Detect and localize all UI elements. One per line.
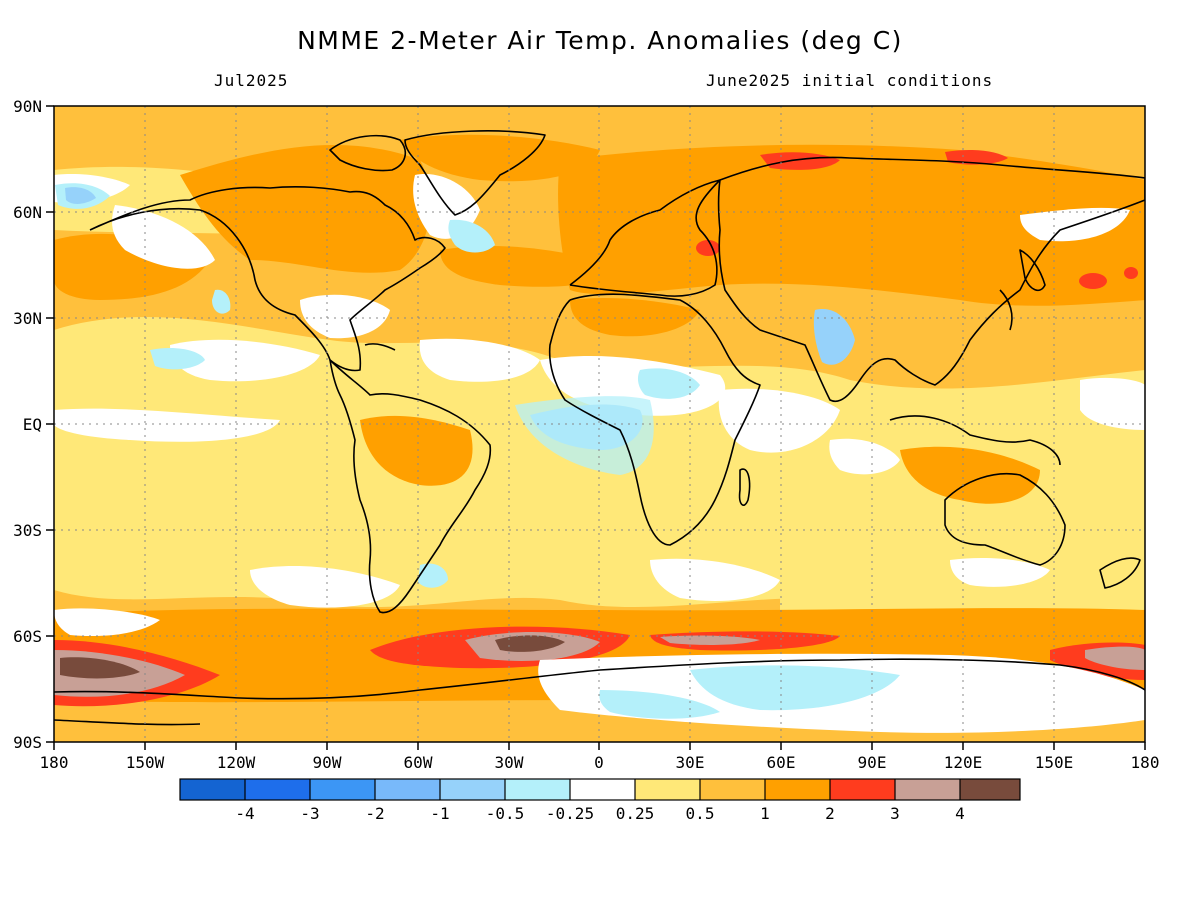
lon-label: 90W [313,753,342,772]
colorbar-swatch [570,779,635,800]
lat-label: 90S [13,733,42,752]
lat-label: 30S [13,521,42,540]
map-title: NMME 2-Meter Air Temp. Anomalies (deg C) [297,26,903,55]
lon-label: 150W [126,753,165,772]
colorbar-swatch [960,779,1020,800]
valid-month-label: Jul2025 [214,71,289,90]
colorbar-label: -4 [235,804,254,823]
graticule [54,106,1145,742]
initial-conditions-label: June2025 initial conditions [706,71,994,90]
colorbar-swatch [440,779,505,800]
colorbar-label: 1 [760,804,770,823]
colorbar-label: 3 [890,804,900,823]
colorbar-swatch [245,779,310,800]
colorbar-label: 2 [825,804,835,823]
colorbar-label: -0.25 [546,804,594,823]
lat-label: EQ [23,415,42,434]
lon-label: 180 [40,753,69,772]
coastlines [54,130,1145,726]
longitude-labels: 180 150W 120W 90W 60W 30W 0 30E 60E 90E … [40,753,1160,772]
colorbar-swatch [310,779,375,800]
lat-label: 30N [13,309,42,328]
lon-label: 90E [858,753,887,772]
colorbar-swatch [180,779,245,800]
colorbar-swatch [830,779,895,800]
colorbar-label: -0.5 [486,804,525,823]
lon-label: 30W [495,753,524,772]
lon-label: 120E [944,753,983,772]
colorbar-label: -2 [365,804,384,823]
colorbar-swatch [765,779,830,800]
lon-label: 60E [767,753,796,772]
colorbar-label: 0.5 [686,804,715,823]
latitude-labels: 90N 60N 30N EQ 30S 60S 90S [13,97,42,752]
lon-label: 30E [676,753,705,772]
axis-ticks [46,105,1146,750]
colorbar-label: -1 [430,804,449,823]
colorbar-swatch [700,779,765,800]
lat-label: 60N [13,203,42,222]
colorbar-label: 4 [955,804,965,823]
colorbar-swatch [895,779,960,800]
lon-label: 0 [594,753,604,772]
lon-label: 180 [1131,753,1160,772]
color-bar: -4 -3 -2 -1 -0.5 -0.25 0.25 0.5 1 2 3 4 [179,778,1021,823]
colorbar-swatch [505,779,570,800]
colorbar-label: 0.25 [616,804,655,823]
colorbar-label: -3 [300,804,319,823]
colorbar-swatch [635,779,700,800]
lon-label: 120W [217,753,256,772]
lon-label: 150E [1035,753,1074,772]
lat-label: 60S [13,627,42,646]
colorbar-swatch [375,779,440,800]
lat-label: 90N [13,97,42,116]
lon-label: 60W [404,753,433,772]
